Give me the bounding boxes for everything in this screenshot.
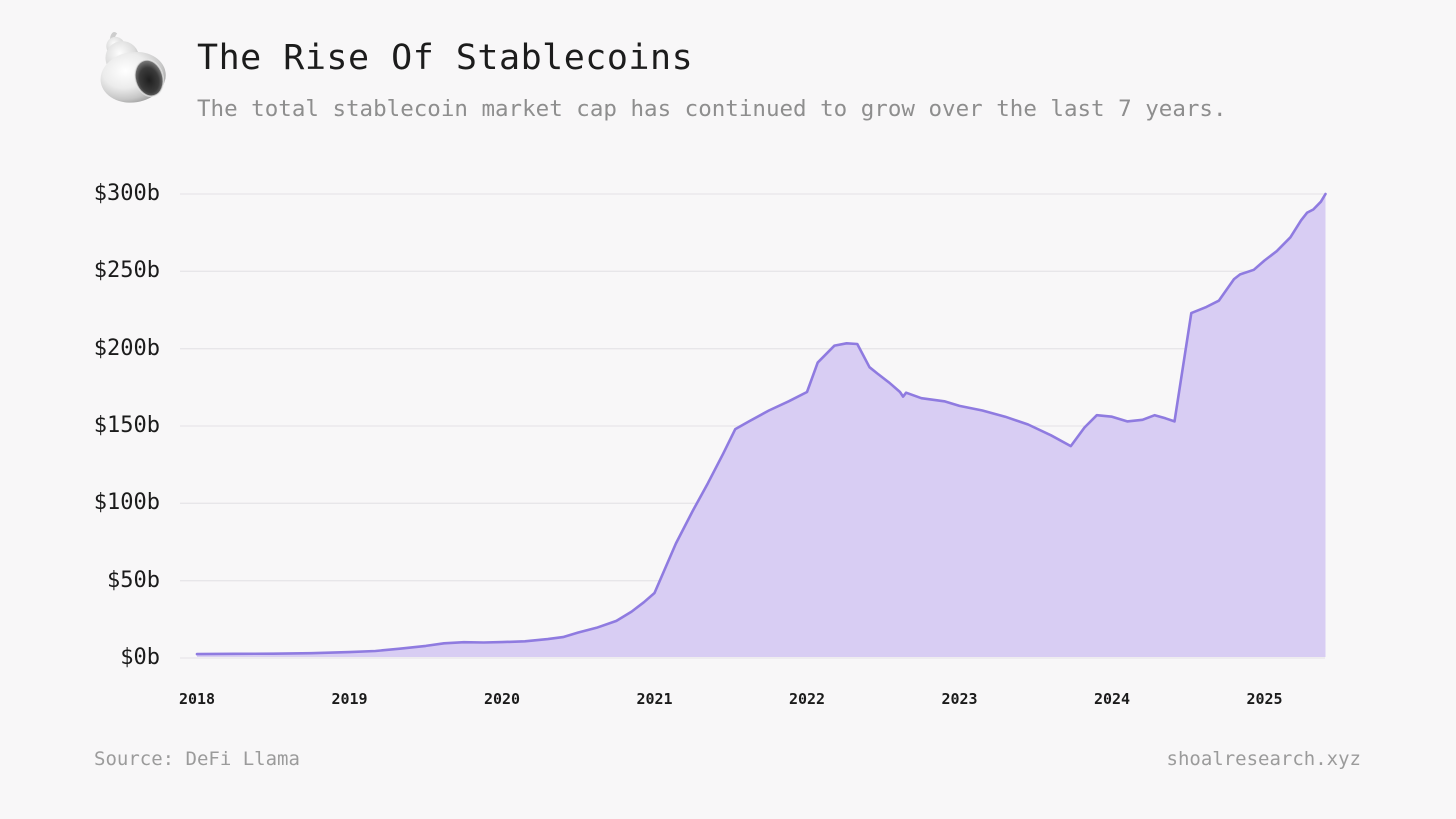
website-label: shoalresearch.xyz <box>1166 748 1361 770</box>
x-axis-label: 2018 <box>178 690 216 708</box>
y-axis-label: $50b <box>107 567 160 593</box>
page-title: The Rise Of Stablecoins <box>197 38 694 78</box>
x-axis-label: 2023 <box>941 690 978 708</box>
area-series-line <box>195 192 1327 656</box>
y-axis-label: $150b <box>93 413 160 438</box>
y-axis-label: $250b <box>93 258 160 284</box>
y-axis-label: $0b <box>120 645 160 670</box>
x-axis-label: 2021 <box>636 690 673 708</box>
x-axis-label: 2020 <box>483 690 521 708</box>
y-axis-label: $200b <box>93 335 160 361</box>
x-axis-label: 2025 <box>1246 690 1283 708</box>
x-axis-label: 2019 <box>331 690 368 708</box>
area-series-fill <box>197 194 1326 657</box>
source-label: Source: DeFi Llama <box>94 748 300 770</box>
y-axis-label: $300b <box>93 181 160 206</box>
seashell-icon <box>92 26 176 110</box>
page-subtitle: The total stablecoin market cap has cont… <box>197 96 1227 122</box>
x-axis-label: 2024 <box>1093 690 1131 708</box>
x-axis-label: 2022 <box>788 690 826 708</box>
y-axis-label: $100b <box>93 490 160 516</box>
